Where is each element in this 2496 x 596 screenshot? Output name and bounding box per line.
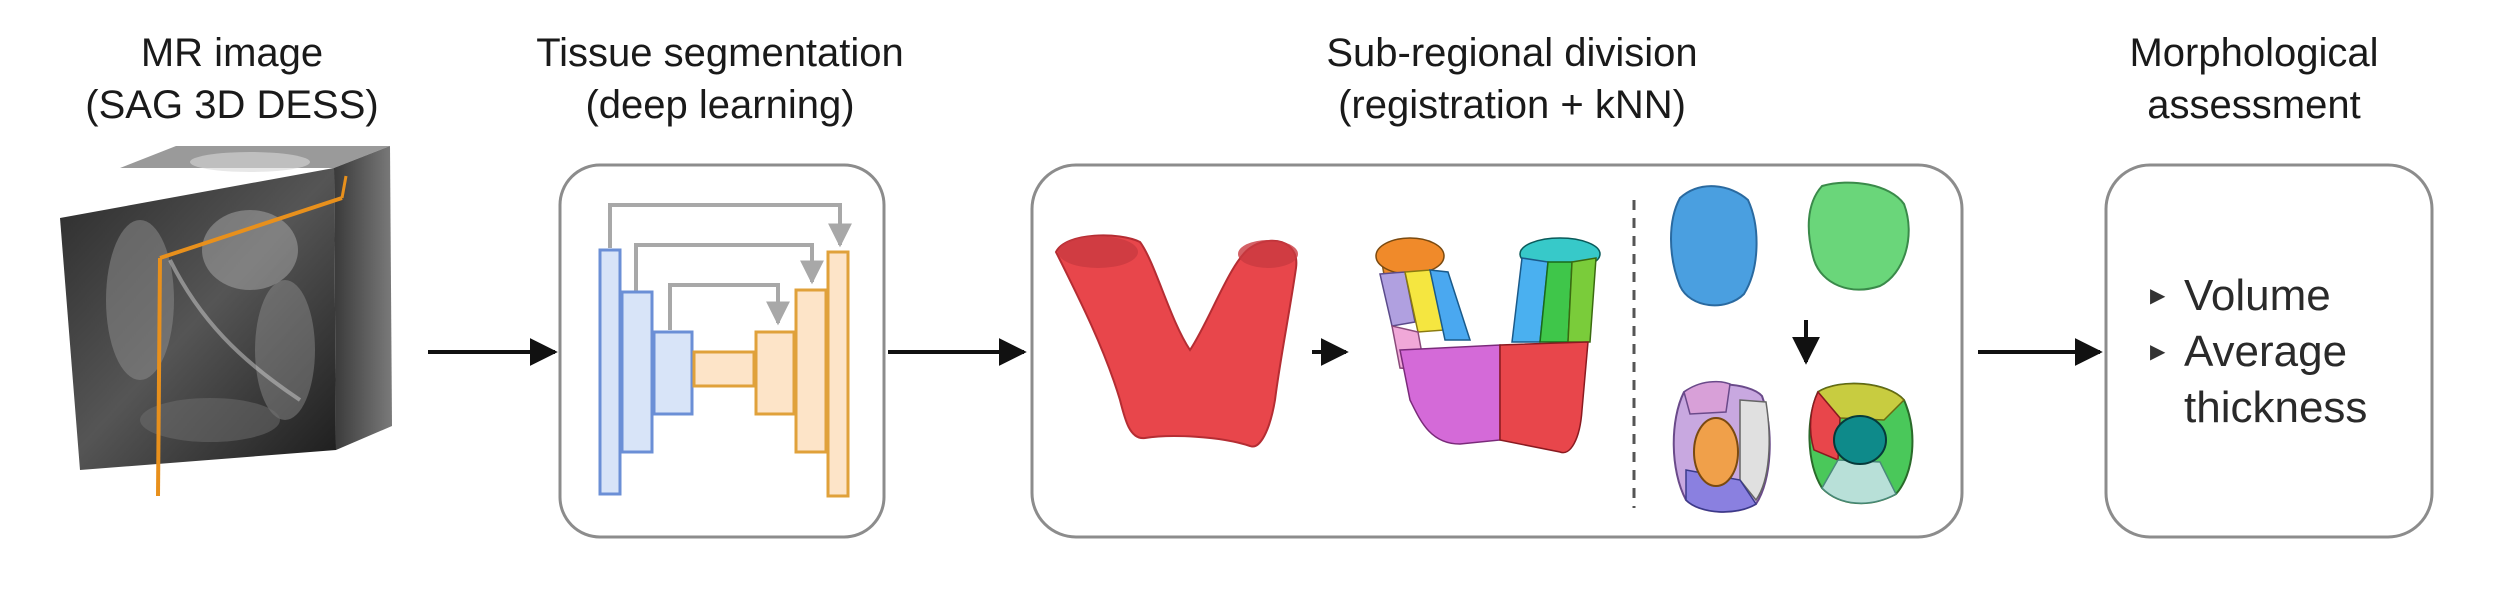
title-line: Tissue segmentation [536, 31, 904, 75]
tibial-plate-subdivided-right [1808, 382, 1914, 505]
bottleneck-block [692, 350, 756, 388]
tibial-plate-blue [1670, 185, 1758, 307]
title-line: (deep learning) [585, 83, 854, 127]
title-line: (SAG 3D DESS) [85, 83, 378, 127]
title-line: Morphological [2129, 31, 2378, 75]
output-item-thickness: Average [2184, 327, 2347, 376]
triangle-right-icon: ▶ [2150, 283, 2166, 307]
unet-diagram [598, 203, 852, 498]
encoder-block [652, 330, 694, 416]
cartilage-segmentation-red [1054, 234, 1298, 448]
morphological-panel [2104, 163, 2434, 539]
slice-line-vertical [156, 257, 162, 497]
title-line: (registration + kNN) [1338, 83, 1686, 127]
tibial-plate-green [1807, 181, 1910, 291]
stage-title-mr-image: MR image (SAG 3D DESS) [85, 31, 378, 127]
output-list: ▶ Volume ▶ Average thickness [2150, 271, 2367, 432]
stage-title-morphological: Morphological assessment [2129, 31, 2378, 127]
title-line: Sub-regional division [1326, 31, 1697, 75]
triangle-right-icon: ▶ [2150, 339, 2166, 363]
mr-volume-cube [60, 146, 392, 497]
title-line: MR image [141, 31, 323, 75]
stage-title-segmentation: Tissue segmentation (deep learning) [536, 31, 904, 127]
output-item-thickness-cont: thickness [2184, 383, 2367, 432]
decoder-block [794, 288, 828, 454]
output-item-volume: Volume [2184, 271, 2331, 320]
decoder-block [826, 250, 850, 498]
cartilage-subregions-colored [1375, 237, 1601, 454]
encoder-block [598, 248, 622, 496]
slice-line-top [159, 196, 343, 260]
encoder-block [620, 290, 654, 454]
decoder-block [754, 330, 796, 416]
tibial-plate-subdivided-left [1672, 380, 1771, 513]
title-line: assessment [2147, 83, 2360, 127]
stage-title-subregional: Sub-regional division (registration + kN… [1326, 31, 1697, 127]
